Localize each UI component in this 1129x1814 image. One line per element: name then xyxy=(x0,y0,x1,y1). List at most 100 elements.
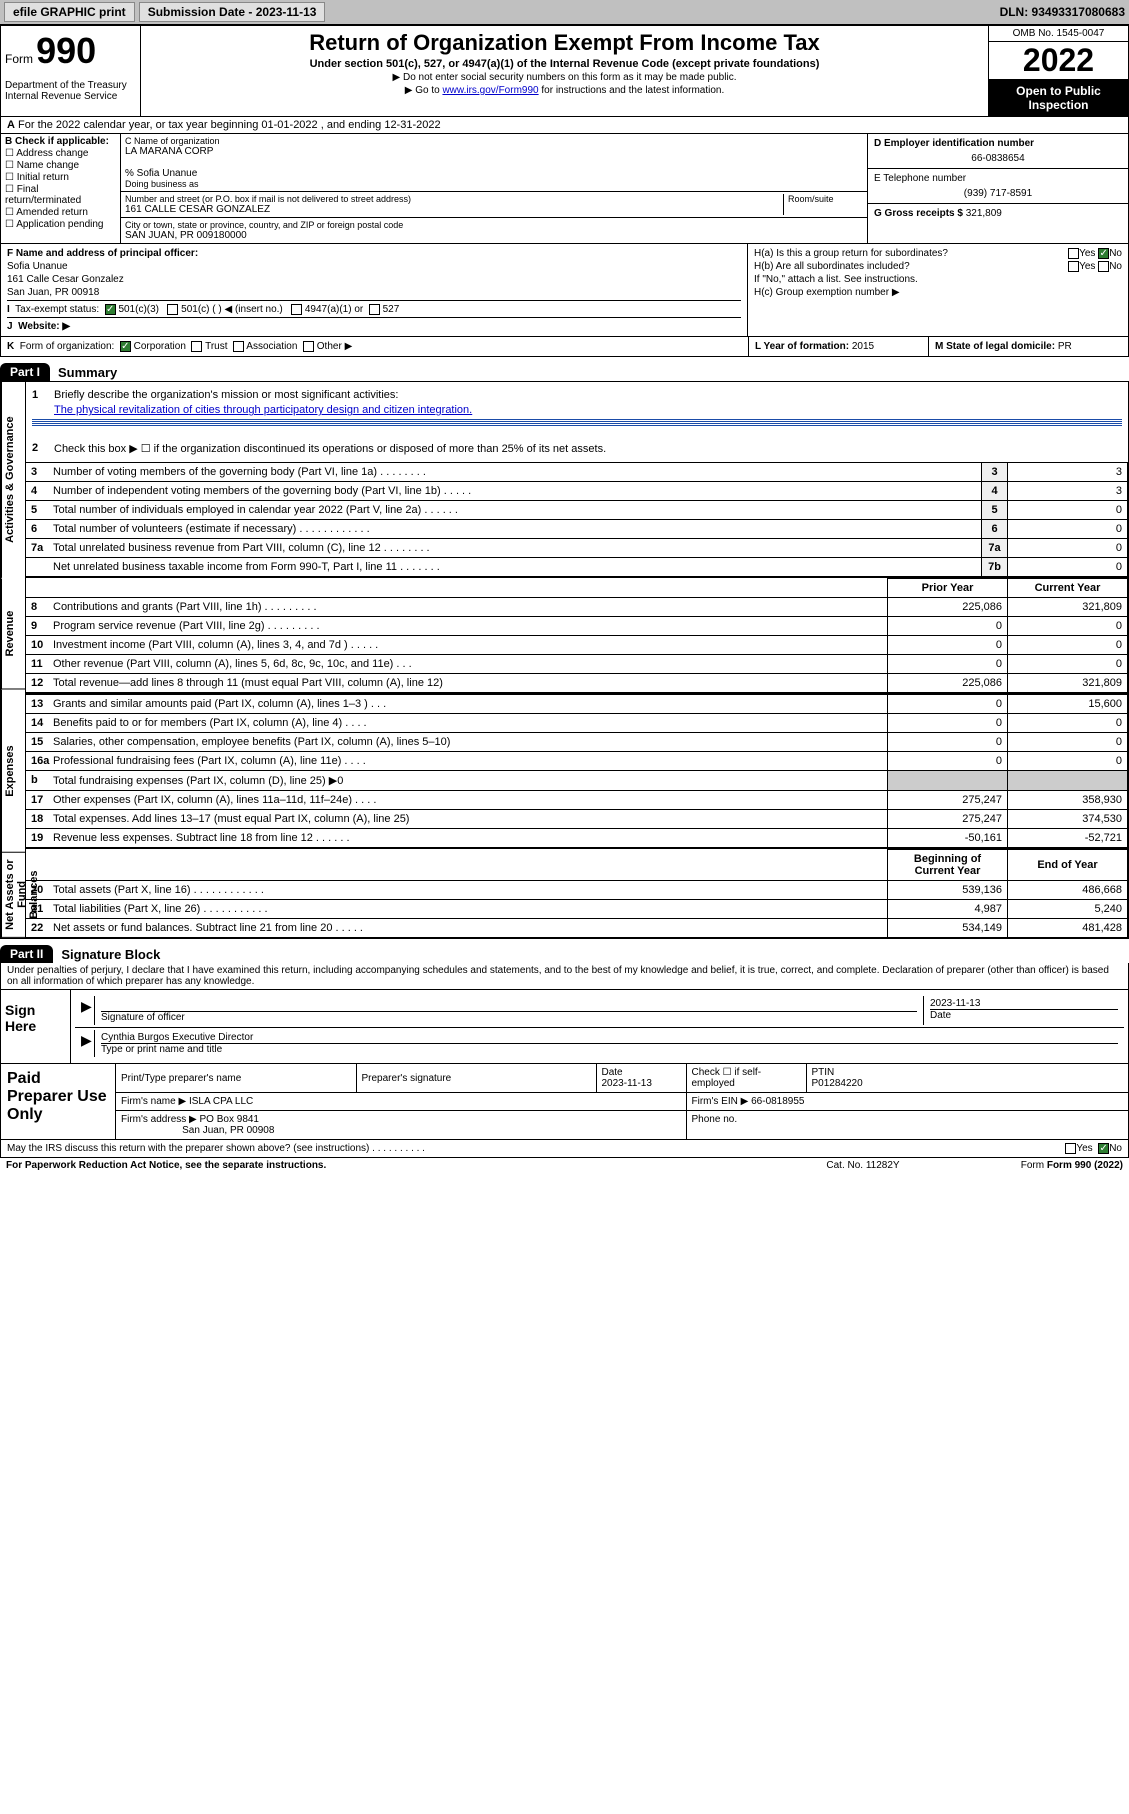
hb-yes[interactable] xyxy=(1068,261,1079,272)
form-note-2: ▶ Go to www.irs.gov/Form990 for instruct… xyxy=(145,85,984,96)
table-row: 19Revenue less expenses. Subtract line 1… xyxy=(26,829,1128,848)
table-row: 18Total expenses. Add lines 13–17 (must … xyxy=(26,810,1128,829)
may-yes[interactable] xyxy=(1065,1143,1076,1154)
row-a-prefix: A xyxy=(7,119,15,131)
chk-name-change[interactable]: ☐ Name change xyxy=(5,160,116,171)
open-inspection: Open to Public Inspection xyxy=(989,80,1128,116)
irs-link[interactable]: www.irs.gov/Form990 xyxy=(442,85,538,96)
side-net: Net Assets or Fund Balances xyxy=(1,852,25,938)
curr-year-hdr: Current Year xyxy=(1008,579,1128,598)
chk-initial-return[interactable]: ☐ Initial return xyxy=(5,172,116,183)
side-revenue: Revenue xyxy=(1,578,25,689)
section-expenses: 13Grants and similar amounts paid (Part … xyxy=(26,694,1128,849)
chk-527[interactable] xyxy=(369,304,380,315)
form-subtitle: Under section 501(c), 527, or 4947(a)(1)… xyxy=(145,58,984,70)
chk-trust[interactable] xyxy=(191,341,202,352)
chk-501c3[interactable]: ✓ xyxy=(105,304,116,315)
section-governance: 1Briefly describe the organization's mis… xyxy=(26,382,1128,578)
sign-block: Sign Here ▶ Signature of officer 2023-11… xyxy=(0,990,1129,1064)
i-letter: I xyxy=(7,304,10,315)
efile-print-button[interactable]: efile GRAPHIC print xyxy=(4,2,135,22)
page-footer: For Paperwork Reduction Act Notice, see … xyxy=(0,1158,1129,1173)
part1-header: Part I Summary xyxy=(0,363,1129,381)
q1-answer[interactable]: The physical revitalization of cities th… xyxy=(54,404,472,416)
table-row: 12Total revenue—add lines 8 through 11 (… xyxy=(26,674,1128,693)
prep-name-hdr: Print/Type preparer's name xyxy=(116,1064,356,1093)
ha-no[interactable]: ✓ xyxy=(1098,248,1109,259)
gross-cell: G Gross receipts $ 321,809 xyxy=(868,204,1128,223)
k-letter: K xyxy=(7,341,14,352)
table-row: 17Other expenses (Part IX, column (A), l… xyxy=(26,791,1128,810)
footer-left: For Paperwork Reduction Act Notice, see … xyxy=(6,1160,763,1171)
side-expenses: Expenses xyxy=(1,690,25,853)
dln-text: DLN: 93493317080683 xyxy=(1000,5,1125,19)
hb-no[interactable] xyxy=(1098,261,1109,272)
prior-year-hdr: Prior Year xyxy=(888,579,1008,598)
dept-treasury: Department of the Treasury Internal Reve… xyxy=(5,80,136,102)
col-d-ein: D Employer identification number 66-0838… xyxy=(868,134,1128,243)
table-row: 21Total liabilities (Part X, line 26) . … xyxy=(26,900,1128,919)
phone-value: (939) 717-8591 xyxy=(874,188,1122,199)
ein-value: 66-0838654 xyxy=(874,153,1122,164)
table-row: 4Number of independent voting members of… xyxy=(26,482,1128,501)
street-cell: Number and street (or P.O. box if mail i… xyxy=(121,192,867,218)
chk-address-change[interactable]: ☐ Address change xyxy=(5,148,116,159)
section-net: Beginning of Current Year End of Year 20… xyxy=(26,849,1128,938)
f-addr1: 161 Calle Cesar Gonzalez xyxy=(7,274,741,285)
k-block: K Form of organization: ✓ Corporation Tr… xyxy=(1,337,748,356)
form-header: Form 990 Department of the Treasury Inte… xyxy=(0,26,1129,117)
summary-body: 1Briefly describe the organization's mis… xyxy=(26,382,1128,938)
firm-ein: 66-0818955 xyxy=(751,1096,804,1107)
row-a-text: For the 2022 calendar year, or tax year … xyxy=(18,119,441,131)
part2-header: Part II Signature Block xyxy=(0,945,1129,963)
gross-label: G Gross receipts $ xyxy=(874,208,963,219)
form-number: 990 xyxy=(36,30,96,71)
chk-assoc[interactable] xyxy=(233,341,244,352)
col-b-label: B Check if applicable: xyxy=(5,136,116,147)
part1-tag: Part I xyxy=(0,363,50,381)
part1-title: Summary xyxy=(50,365,117,380)
chk-4947[interactable] xyxy=(291,304,302,315)
gross-value: 321,809 xyxy=(966,208,1002,219)
sig-name-label: Type or print name and title xyxy=(101,1044,1118,1055)
end-year-hdr: End of Year xyxy=(1008,850,1128,881)
f-addr2: San Juan, PR 00918 xyxy=(7,287,741,298)
city-value: SAN JUAN, PR 009180000 xyxy=(125,230,863,241)
room-label: Room/suite xyxy=(788,194,863,204)
street-value: 161 CALLE CESAR GONZALEZ xyxy=(125,204,783,215)
firm-name: ISLA CPA LLC xyxy=(189,1096,253,1107)
chk-final-return[interactable]: ☐ Final return/terminated xyxy=(5,184,116,206)
prep-date-hdr: Date xyxy=(602,1067,623,1078)
table-row: 8Contributions and grants (Part VIII, li… xyxy=(26,598,1128,617)
chk-501c[interactable] xyxy=(167,304,178,315)
dba-label: Doing business as xyxy=(125,179,863,189)
hc-line: H(c) Group exemption number ▶ xyxy=(754,287,1122,298)
table-row: bTotal fundraising expenses (Part IX, co… xyxy=(26,771,1128,791)
paid-preparer-label: Paid Preparer Use Only xyxy=(1,1064,116,1139)
firm-ein-lbl: Firm's EIN ▶ xyxy=(692,1096,749,1107)
phone-label: E Telephone number xyxy=(874,173,1122,184)
sig-date: 2023-11-13 xyxy=(930,998,1118,1009)
ha-yes[interactable] xyxy=(1068,248,1079,259)
rev-table: Prior Year Current Year 8Contributions a… xyxy=(26,578,1128,693)
chk-corp[interactable]: ✓ xyxy=(120,341,131,352)
m-block: M State of legal domicile: PR xyxy=(928,337,1128,356)
exp-table: 13Grants and similar amounts paid (Part … xyxy=(26,694,1128,848)
org-name: LA MARANA CORP xyxy=(125,146,863,157)
table-row: 15Salaries, other compensation, employee… xyxy=(26,733,1128,752)
penalty-text: Under penalties of perjury, I declare th… xyxy=(0,963,1129,990)
col-b-checkboxes: B Check if applicable: ☐ Address change … xyxy=(1,134,121,243)
may-discuss-row: May the IRS discuss this return with the… xyxy=(0,1140,1129,1158)
form-title: Return of Organization Exempt From Incom… xyxy=(145,30,984,56)
sign-here-label: Sign Here xyxy=(1,990,71,1063)
chk-other[interactable] xyxy=(303,341,314,352)
submission-date-button[interactable]: Submission Date - 2023-11-13 xyxy=(139,2,326,22)
prep-sig-hdr: Preparer's signature xyxy=(356,1064,596,1093)
chk-app-pending[interactable]: ☐ Application pending xyxy=(5,219,116,230)
may-text: May the IRS discuss this return with the… xyxy=(7,1143,1065,1154)
k-label: Form of organization: xyxy=(20,341,115,352)
may-no[interactable]: ✓ xyxy=(1098,1143,1109,1154)
net-table: Beginning of Current Year End of Year 20… xyxy=(26,849,1128,938)
table-row: 3Number of voting members of the governi… xyxy=(26,463,1128,482)
chk-amended[interactable]: ☐ Amended return xyxy=(5,207,116,218)
